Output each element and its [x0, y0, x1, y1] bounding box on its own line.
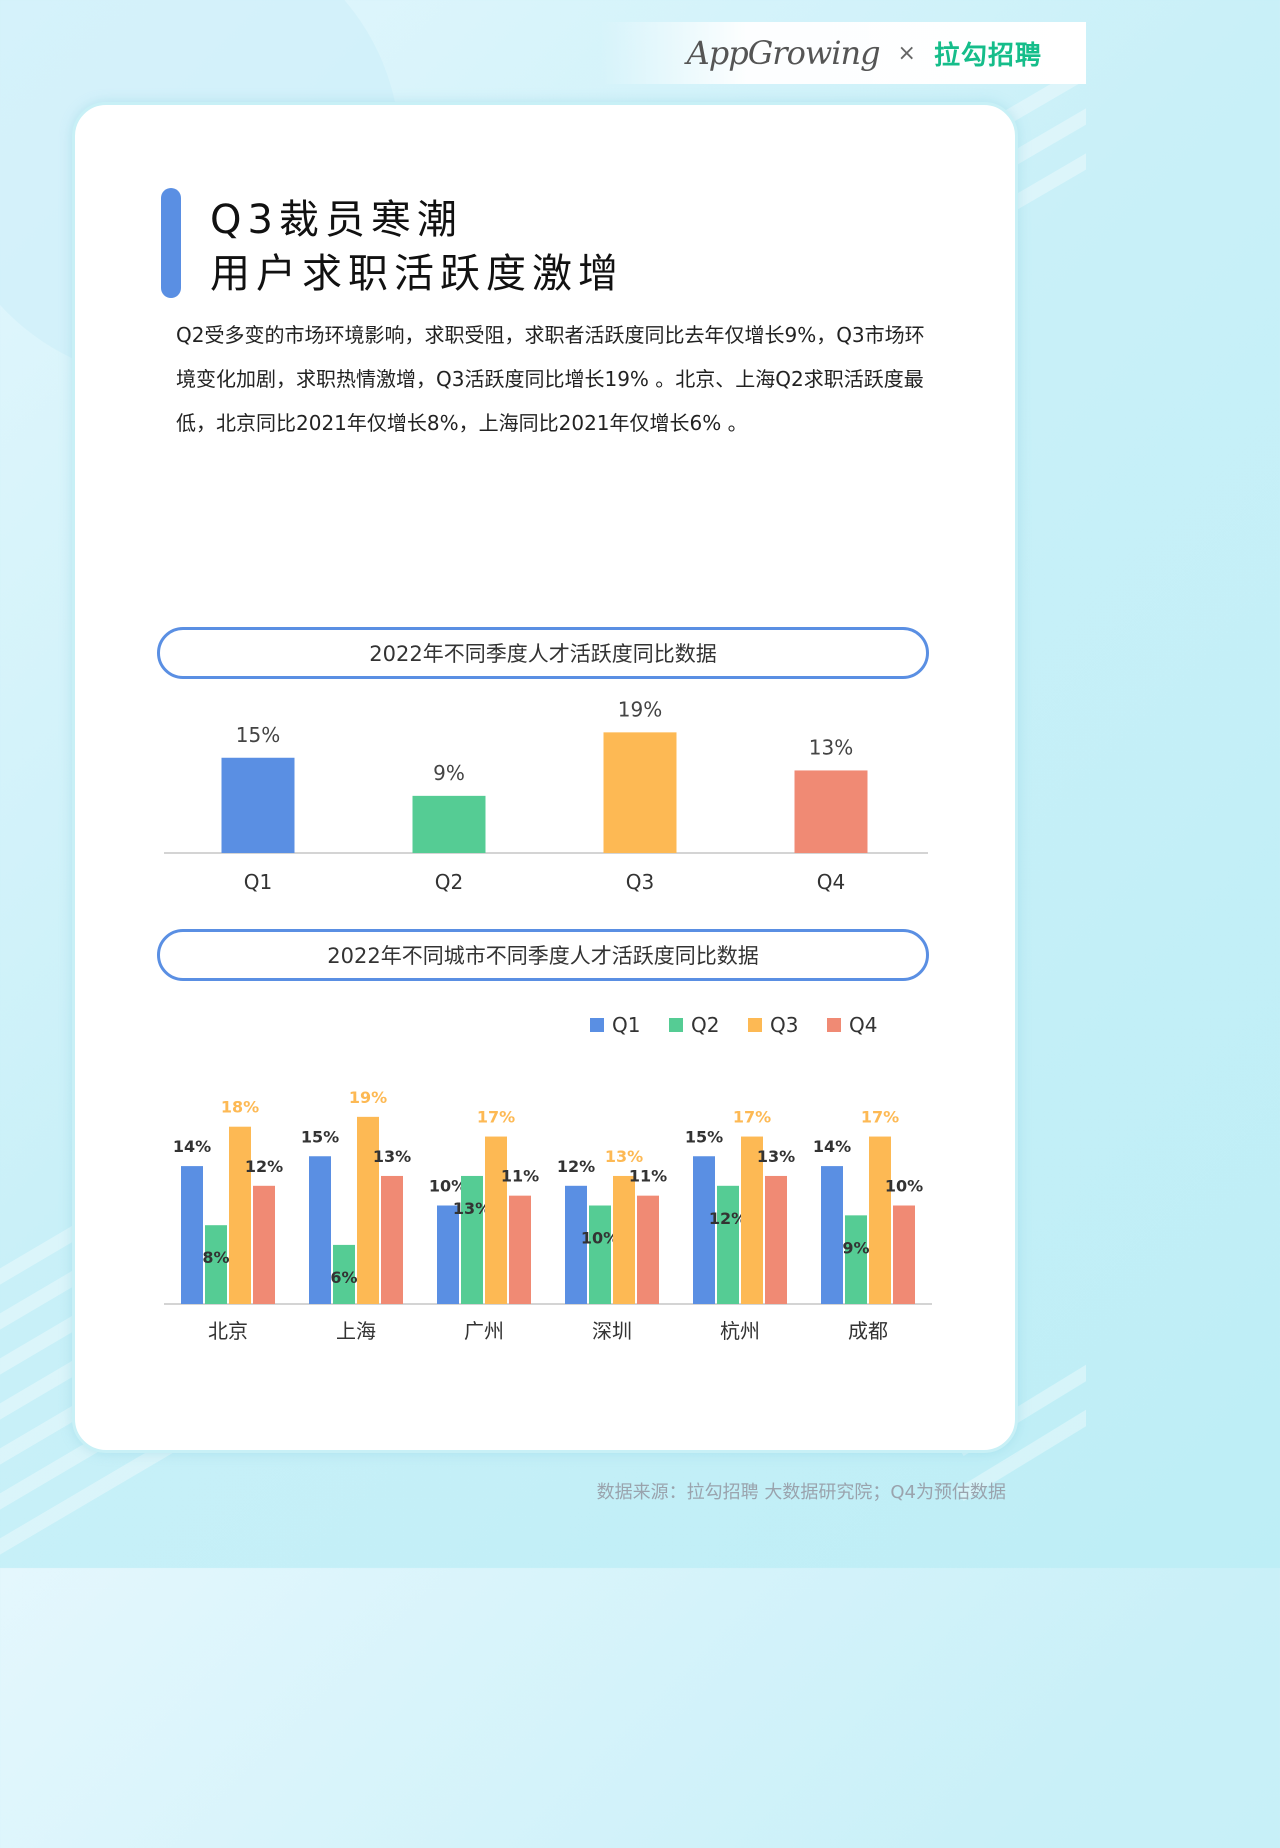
data-source: 数据来源：拉勾招聘 大数据研究院；Q4为预估数据	[596, 1482, 1006, 1503]
bar-Q1	[221, 757, 295, 853]
chart1-title: 2022年不同季度人才活跃度同比数据	[157, 627, 929, 679]
bar-广州-Q3	[485, 1136, 507, 1304]
bar-北京-Q4	[253, 1185, 275, 1304]
bar-label-杭州-Q3: 17%	[733, 1108, 771, 1127]
bar-label-成都-Q3: 17%	[861, 1108, 899, 1127]
bar-Q3	[603, 732, 677, 853]
bar-label-广州-Q1: 10%	[429, 1177, 467, 1196]
bar-label-广州-Q2: 13%	[453, 1199, 491, 1218]
bar-label-上海-Q1: 15%	[301, 1127, 339, 1146]
bar-广州-Q1	[437, 1205, 459, 1304]
bar-北京-Q2	[205, 1225, 227, 1304]
bar-广州-Q2	[461, 1175, 483, 1304]
chart2-title: 2022年不同城市不同季度人才活跃度同比数据	[157, 929, 929, 981]
bar-label-广州-Q3: 17%	[477, 1108, 515, 1127]
appgrowing-logo: AppGrowing	[686, 34, 881, 72]
legend-swatch-Q2	[669, 1018, 683, 1032]
bar-上海-Q1	[309, 1156, 331, 1304]
legend-label-Q4: Q4	[849, 1013, 877, 1037]
bar-label-北京-Q1: 14%	[173, 1137, 211, 1156]
bar-深圳-Q4	[637, 1195, 659, 1304]
brand-logos: AppGrowing × 拉勾招聘	[687, 30, 1042, 76]
bar-北京-Q1	[181, 1166, 203, 1304]
bar-成都-Q4	[893, 1205, 915, 1304]
legend-label-Q3: Q3	[770, 1013, 798, 1037]
x-tick-Q3: Q3	[626, 870, 654, 894]
bar-label-深圳-Q3: 13%	[605, 1147, 643, 1166]
bar-深圳-Q3	[613, 1175, 635, 1304]
intro-paragraph: Q2受多变的市场环境影响，求职受阻，求职者活跃度同比去年仅增长9%，Q3市场环境…	[176, 323, 925, 435]
quarterly-bar-chart: 15% Q1 9% Q2 19% Q3 13% Q4	[164, 697, 928, 894]
city-bar-chart: Q1 Q2 Q3 Q4 14% 8% 18% 12% 北京 15% 6% 19% 13% 上海 10% 13%…	[164, 1013, 932, 1343]
brand-separator: ×	[897, 40, 916, 66]
x-tick-深圳: 深圳	[592, 1319, 632, 1343]
legend-label-Q2: Q2	[691, 1013, 719, 1037]
bar-成都-Q3	[869, 1136, 891, 1304]
bar-杭州-Q4	[765, 1175, 787, 1304]
bar-label-Q3: 19%	[618, 697, 662, 721]
legend-label-Q1: Q1	[612, 1013, 640, 1037]
x-tick-Q2: Q2	[435, 870, 463, 894]
bar-label-北京-Q4: 12%	[245, 1157, 283, 1176]
bar-label-Q4: 13%	[809, 735, 853, 759]
bar-label-深圳-Q4: 11%	[629, 1167, 667, 1186]
title-accent-bar	[161, 188, 181, 298]
x-tick-Q4: Q4	[817, 870, 845, 894]
title-line-1: Q3裁员寒潮	[210, 197, 463, 243]
bar-label-广州-Q4: 11%	[501, 1167, 539, 1186]
bar-北京-Q3	[229, 1126, 251, 1304]
legend-swatch-Q1	[590, 1018, 604, 1032]
title-line-2: 用户求职活跃度激增	[210, 251, 624, 297]
bar-label-深圳-Q1: 12%	[557, 1157, 595, 1176]
bar-label-成都-Q2: 9%	[842, 1238, 869, 1257]
x-tick-广州: 广州	[464, 1319, 504, 1343]
x-tick-成都: 成都	[848, 1319, 888, 1343]
bar-label-深圳-Q2: 10%	[581, 1229, 619, 1248]
bar-上海-Q2	[333, 1244, 355, 1304]
bar-上海-Q4	[381, 1175, 403, 1304]
bar-深圳-Q1	[565, 1185, 587, 1304]
bar-label-杭州-Q1: 15%	[685, 1127, 723, 1146]
brand-band	[600, 22, 1086, 84]
bar-杭州-Q1	[693, 1156, 715, 1304]
x-tick-杭州: 杭州	[720, 1319, 760, 1343]
bar-杭州-Q2	[717, 1185, 739, 1304]
lagou-logo: 拉勾招聘	[933, 40, 1042, 71]
bar-label-杭州-Q2: 12%	[709, 1209, 747, 1228]
bar-label-上海-Q3: 19%	[349, 1088, 387, 1107]
bar-label-上海-Q2: 6%	[330, 1268, 357, 1287]
bar-label-北京-Q3: 18%	[221, 1098, 259, 1117]
bar-深圳-Q2	[589, 1205, 611, 1304]
bar-label-成都-Q4: 10%	[885, 1177, 923, 1196]
bar-label-Q1: 15%	[236, 723, 280, 747]
bar-label-Q2: 9%	[433, 761, 465, 785]
legend-swatch-Q4	[827, 1018, 841, 1032]
bar-上海-Q3	[357, 1116, 379, 1304]
bar-label-杭州-Q4: 13%	[757, 1147, 795, 1166]
legend-swatch-Q3	[748, 1018, 762, 1032]
x-tick-Q1: Q1	[244, 870, 272, 894]
bar-成都-Q1	[821, 1166, 843, 1304]
bar-成都-Q2	[845, 1215, 867, 1304]
bar-杭州-Q3	[741, 1136, 763, 1304]
bar-label-北京-Q2: 8%	[202, 1248, 229, 1267]
bar-Q2	[412, 795, 486, 853]
page-title: Q3裁员寒潮 用户求职活跃度激增	[210, 193, 624, 301]
bar-广州-Q4	[509, 1195, 531, 1304]
bar-label-成都-Q1: 14%	[813, 1137, 851, 1156]
x-tick-北京: 北京	[208, 1319, 248, 1343]
x-tick-上海: 上海	[336, 1319, 376, 1343]
bar-Q4	[794, 770, 868, 853]
bar-label-上海-Q4: 13%	[373, 1147, 411, 1166]
